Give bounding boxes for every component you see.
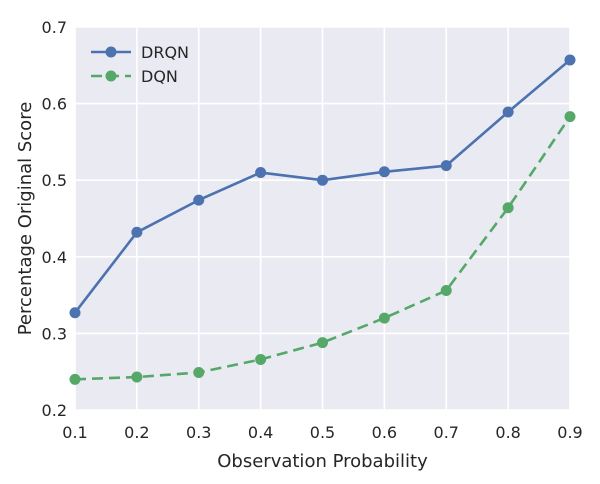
series-drqn (69, 54, 576, 319)
x-tick-label: 0.8 (495, 423, 520, 442)
y-tick-label: 0.3 (42, 324, 67, 343)
grid (74, 26, 571, 411)
data-point (193, 194, 205, 206)
x-tick-label: 0.2 (124, 423, 149, 442)
legend-marker (105, 70, 117, 82)
x-axis-label: Observation Probability (217, 451, 428, 472)
y-axis-label: Percentage Original Score (15, 102, 36, 336)
x-tick-label: 0.1 (62, 423, 87, 442)
x-tick-labels: 0.1 0.2 0.3 0.4 0.5 0.6 0.7 0.8 0.9 (62, 423, 582, 442)
data-point (317, 174, 328, 186)
y-tick-label: 0.7 (42, 18, 67, 37)
data-point (564, 111, 576, 123)
legend-item-drqn: DRQN (91, 43, 189, 62)
x-tick-label: 0.3 (186, 423, 211, 442)
data-point (193, 366, 205, 378)
data-point (131, 371, 143, 383)
x-tick-label: 0.9 (557, 423, 582, 442)
data-point (502, 202, 514, 214)
series-dqn (69, 111, 576, 385)
legend-marker (105, 46, 117, 58)
data-point (378, 312, 390, 324)
y-tick-label: 0.5 (42, 171, 67, 190)
x-tick-label: 0.7 (434, 423, 459, 442)
legend: DRQN DQN (91, 43, 189, 86)
y-tick-label: 0.4 (42, 248, 67, 267)
data-point (440, 160, 452, 172)
data-point (502, 106, 514, 118)
data-point (69, 307, 81, 319)
data-point (131, 226, 143, 238)
series-layer (69, 54, 576, 385)
legend-item-dqn: DQN (91, 67, 178, 86)
data-point (255, 167, 267, 179)
data-point (564, 54, 576, 66)
x-tick-label: 0.4 (248, 423, 273, 442)
data-point (378, 166, 390, 178)
data-point (69, 373, 81, 385)
y-tick-label: 0.2 (42, 401, 67, 420)
y-tick-label: 0.6 (42, 95, 67, 114)
x-tick-label: 0.5 (310, 423, 335, 442)
y-tick-labels: 0.2 0.3 0.4 0.5 0.6 0.7 (42, 18, 67, 420)
legend-label: DQN (141, 67, 178, 86)
data-point (255, 353, 267, 365)
data-point (317, 337, 328, 349)
data-point (440, 285, 452, 297)
x-tick-label: 0.6 (372, 423, 397, 442)
legend-label: DRQN (141, 43, 189, 62)
